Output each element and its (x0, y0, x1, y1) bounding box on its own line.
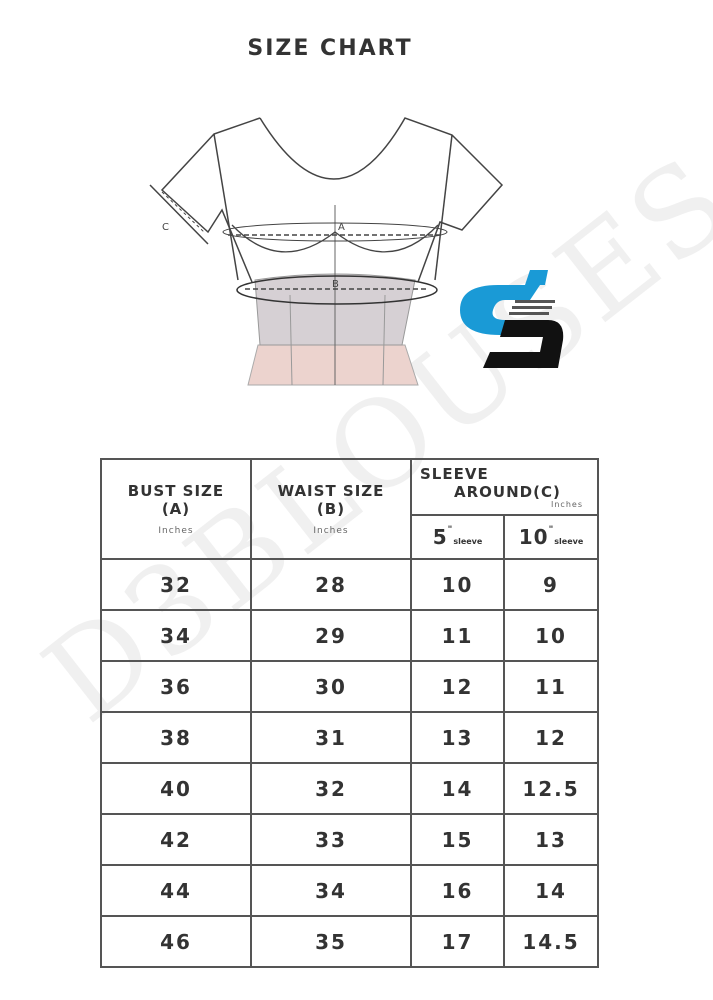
cell-waist: 33 (250, 813, 412, 866)
cell-bust: 46 (100, 915, 252, 968)
cell-sleeve-10: 12.5 (503, 762, 599, 815)
cell-sleeve-5: 13 (410, 711, 505, 764)
blouse-diagram: C A B (149, 117, 564, 386)
table-row: 40 32 14 12.5 (100, 762, 599, 815)
cell-waist: 31 (250, 711, 412, 764)
label-b: B (332, 279, 339, 290)
table-row: 36 30 12 11 (100, 660, 599, 713)
page-title: SIZE CHART (247, 36, 413, 61)
header-waist: WAIST SIZE (B) Inches (250, 458, 412, 560)
cell-sleeve-10: 13 (503, 813, 599, 866)
brand-logo (460, 270, 564, 368)
cell-waist: 28 (250, 558, 412, 611)
table-row: 38 31 13 12 (100, 711, 599, 764)
cell-bust: 44 (100, 864, 252, 917)
header-sleeve-10: 10"sleeve (503, 514, 599, 560)
cell-waist: 32 (250, 762, 412, 815)
cell-waist: 30 (250, 660, 412, 713)
cell-waist: 29 (250, 609, 412, 662)
cell-waist: 34 (250, 864, 412, 917)
cell-sleeve-5: 16 (410, 864, 505, 917)
cell-bust: 36 (100, 660, 252, 713)
cell-waist: 35 (250, 915, 412, 968)
blouse-outline (160, 117, 504, 283)
cell-sleeve-10: 14 (503, 864, 599, 917)
table-row: 42 33 15 13 (100, 813, 599, 866)
cell-sleeve-10: 9 (503, 558, 599, 611)
header-sleeve: SLEEVE AROUND(C) Inches (410, 458, 599, 516)
cell-sleeve-10: 10 (503, 609, 599, 662)
cell-bust: 32 (100, 558, 252, 611)
table-row: 32 28 10 9 (100, 558, 599, 611)
cell-bust: 42 (100, 813, 252, 866)
table-row: 44 34 16 14 (100, 864, 599, 917)
sleeve-arrow (149, 184, 209, 245)
cell-sleeve-10: 14.5 (503, 915, 599, 968)
skirt-shape (247, 344, 419, 386)
cell-sleeve-5: 15 (410, 813, 505, 866)
table-row: 46 35 17 14.5 (100, 915, 599, 968)
header-sleeve-5: 5"sleeve (410, 514, 505, 560)
cell-bust: 34 (100, 609, 252, 662)
cell-sleeve-10: 11 (503, 660, 599, 713)
cell-sleeve-5: 17 (410, 915, 505, 968)
size-table: BUST SIZE (A) Inches WAIST SIZE (B) Inches… (100, 458, 599, 968)
cell-bust: 40 (100, 762, 252, 815)
cell-sleeve-5: 12 (410, 660, 505, 713)
cell-sleeve-5: 10 (410, 558, 505, 611)
cell-sleeve-10: 12 (503, 711, 599, 764)
label-a: A (338, 222, 345, 233)
header-bust: BUST SIZE (A) Inches (100, 458, 252, 560)
waist-ellipse (236, 275, 438, 305)
table-row: 34 29 11 10 (100, 609, 599, 662)
cell-bust: 38 (100, 711, 252, 764)
label-c: C (162, 222, 169, 233)
cell-sleeve-5: 14 (410, 762, 505, 815)
cell-sleeve-5: 11 (410, 609, 505, 662)
